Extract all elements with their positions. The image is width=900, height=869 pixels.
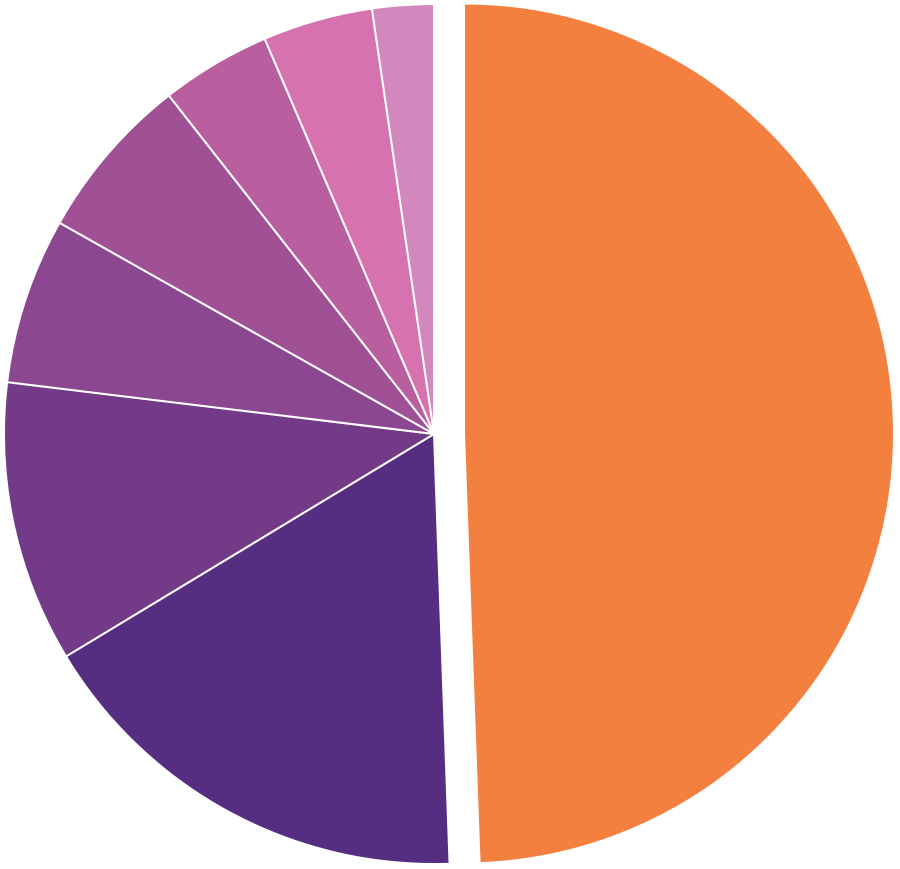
pie-slice-5 xyxy=(58,94,435,435)
pie-slice-3 xyxy=(3,381,435,658)
pie-slice-2 xyxy=(65,433,451,865)
pie-slice-4 xyxy=(6,221,435,435)
pie-slices xyxy=(3,2,895,865)
pie-slice-1 xyxy=(462,2,895,865)
pie-slice-8 xyxy=(370,3,435,435)
